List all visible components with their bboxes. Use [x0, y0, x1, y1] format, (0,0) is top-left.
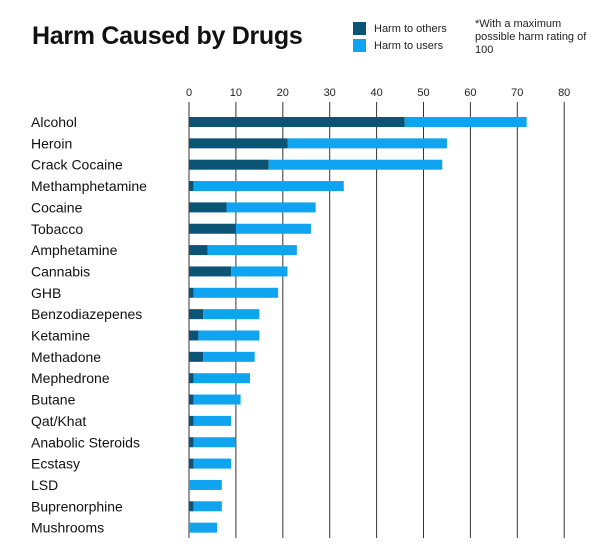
- category-label: Cocaine: [31, 199, 83, 215]
- legend-label-others: Harm to others: [374, 22, 447, 35]
- bar-harm-to-others: [189, 202, 227, 213]
- x-tick-label-50: 50: [417, 87, 429, 99]
- category-label: Buprenorphine: [31, 498, 123, 514]
- category-label: Mephedrone: [31, 370, 110, 386]
- bar-harm-to-users: [203, 351, 255, 362]
- chart-note: *With a maximum possible harm rating of …: [475, 18, 587, 56]
- bar-harm-to-others: [189, 266, 232, 277]
- category-label: Cannabis: [31, 263, 90, 279]
- bar-harm-to-users: [287, 138, 447, 149]
- category-label: LSD: [31, 477, 58, 493]
- x-tick-label-60: 60: [464, 87, 476, 99]
- x-tick-label-70: 70: [511, 87, 523, 99]
- x-tick-label-10: 10: [230, 87, 242, 99]
- bar-harm-to-others: [189, 117, 405, 127]
- category-label: Heroin: [31, 135, 72, 151]
- bar-harm-to-users: [203, 309, 260, 320]
- bar-harm-to-users: [193, 373, 250, 384]
- bar-harm-to-users: [189, 479, 222, 490]
- bar-harm-to-others: [189, 159, 269, 170]
- category-label: Tobacco: [31, 221, 83, 237]
- bar-harm-to-others: [189, 138, 288, 149]
- category-label: Ketamine: [31, 328, 90, 344]
- bar-harm-to-users: [231, 266, 288, 277]
- category-label: Qat/Khat: [31, 413, 86, 429]
- category-label: Ecstasy: [31, 456, 80, 472]
- category-label: Amphetamine: [31, 242, 118, 258]
- category-label: Methamphetamine: [31, 178, 147, 194]
- category-label: Anabolic Steroids: [31, 434, 140, 450]
- bar-harm-to-others: [189, 181, 194, 192]
- category-label: GHB: [31, 285, 61, 301]
- bar-harm-to-others: [189, 394, 194, 405]
- bar-harm-to-users: [193, 394, 241, 405]
- bar-harm-to-others: [189, 223, 236, 234]
- x-tick-label-30: 30: [324, 87, 336, 99]
- x-tick-label-0: 0: [186, 87, 192, 99]
- legend-label-users: Harm to users: [374, 39, 444, 52]
- x-tick-label-40: 40: [370, 87, 382, 99]
- category-label: Mushrooms: [31, 520, 104, 536]
- bar-harm-to-others: [189, 287, 194, 298]
- bar-harm-to-users: [198, 330, 260, 341]
- bar-harm-to-users: [193, 415, 232, 426]
- legend-item-users: Harm to users: [353, 39, 443, 52]
- bar-harm-to-others: [189, 437, 194, 448]
- bar-harm-to-others: [189, 501, 194, 512]
- bar-harm-to-users: [193, 501, 222, 512]
- category-label: Crack Cocaine: [31, 157, 123, 173]
- category-label: Butane: [31, 392, 76, 408]
- bar-harm-to-others: [189, 415, 194, 426]
- bar-harm-to-users: [193, 458, 232, 469]
- legend-item-others: Harm to others: [353, 22, 447, 35]
- category-label: Methadone: [31, 349, 101, 365]
- bar-harm-to-users: [404, 117, 527, 127]
- chart-title: Harm Caused by Drugs: [32, 22, 303, 50]
- legend-swatch-users: [353, 39, 366, 52]
- category-label: Benzodiazepenes: [31, 306, 142, 322]
- bar-harm-to-others: [189, 309, 204, 320]
- legend-swatch-others: [353, 22, 366, 35]
- bar-harm-to-others: [189, 245, 208, 256]
- bar-harm-to-users: [207, 245, 297, 256]
- x-tick-label-20: 20: [277, 87, 289, 99]
- bar-harm-to-users: [226, 202, 316, 213]
- bar-harm-to-users: [193, 437, 236, 448]
- bar-harm-to-users: [193, 181, 344, 192]
- bar-harm-to-others: [189, 351, 204, 362]
- category-label: Alcohol: [31, 114, 77, 130]
- bar-harm-to-users: [235, 223, 311, 234]
- x-tick-label-80: 80: [558, 87, 570, 99]
- bar-harm-to-others: [189, 458, 194, 469]
- bar-harm-to-users: [268, 159, 443, 170]
- bar-harm-to-others: [189, 373, 194, 384]
- bar-harm-to-users: [193, 287, 279, 298]
- bar-harm-to-users: [189, 522, 218, 533]
- bar-harm-to-others: [189, 330, 199, 341]
